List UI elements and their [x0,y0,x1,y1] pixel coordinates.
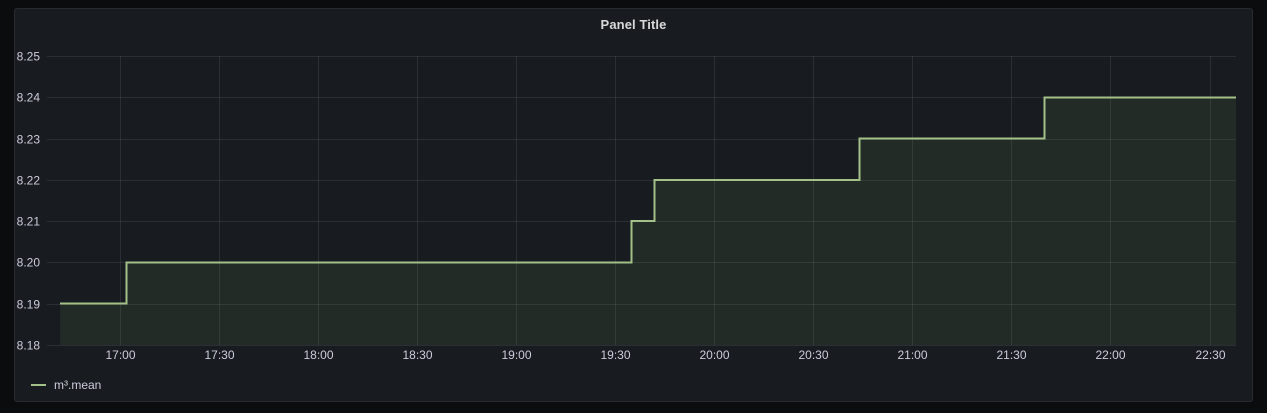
y-axis-tick-label: 8.21 [17,215,41,229]
x-axis-tick-label: 17:30 [204,348,234,362]
y-axis-tick-label: 8.25 [17,50,41,64]
plot-area[interactable] [47,56,1236,345]
y-axis-tick-label: 8.20 [17,256,41,270]
panel-header: Panel Title [15,9,1252,39]
x-axis-tick-label: 19:00 [501,348,531,362]
x-axis-tick-label: 21:00 [897,348,927,362]
series-line-m3-mean [60,96,1236,305]
x-axis-tick-label: 18:30 [402,348,432,362]
legend-item-m3-mean[interactable]: m³.mean [31,378,101,392]
x-axis-tick-label: 22:00 [1095,348,1125,362]
x-axis-tick-label: 19:30 [600,348,630,362]
x-axis-tick-label: 18:00 [303,348,333,362]
y-axis-tick-label: 8.19 [17,298,41,312]
panel-title[interactable]: Panel Title [600,16,667,32]
x-axis-tick-label: 20:30 [798,348,828,362]
y-axis-tick-label: 8.18 [17,339,41,353]
grafana-panel: 8.18 8.19 8.20 8.21 8.22 8.23 8.24 8.25 17:00 17:… [14,8,1253,402]
series-color-dash-icon [31,384,46,386]
y-axis-tick-label: 8.22 [17,174,41,188]
timeseries-chart: 8.18 8.19 8.20 8.21 8.22 8.23 8.24 8.25 17:00 17:… [17,50,1237,362]
x-axis-tick-label: 22:30 [1195,348,1225,362]
y-axis-tick-label: 8.24 [17,91,41,105]
x-axis-tick-label: 21:30 [996,348,1026,362]
legend: m³.mean [31,378,101,392]
x-axis-tick-label: 20:00 [699,348,729,362]
y-axis-tick-label: 8.23 [17,133,41,147]
x-axis-tick-label: 17:00 [105,348,135,362]
legend-label: m³.mean [54,378,102,392]
